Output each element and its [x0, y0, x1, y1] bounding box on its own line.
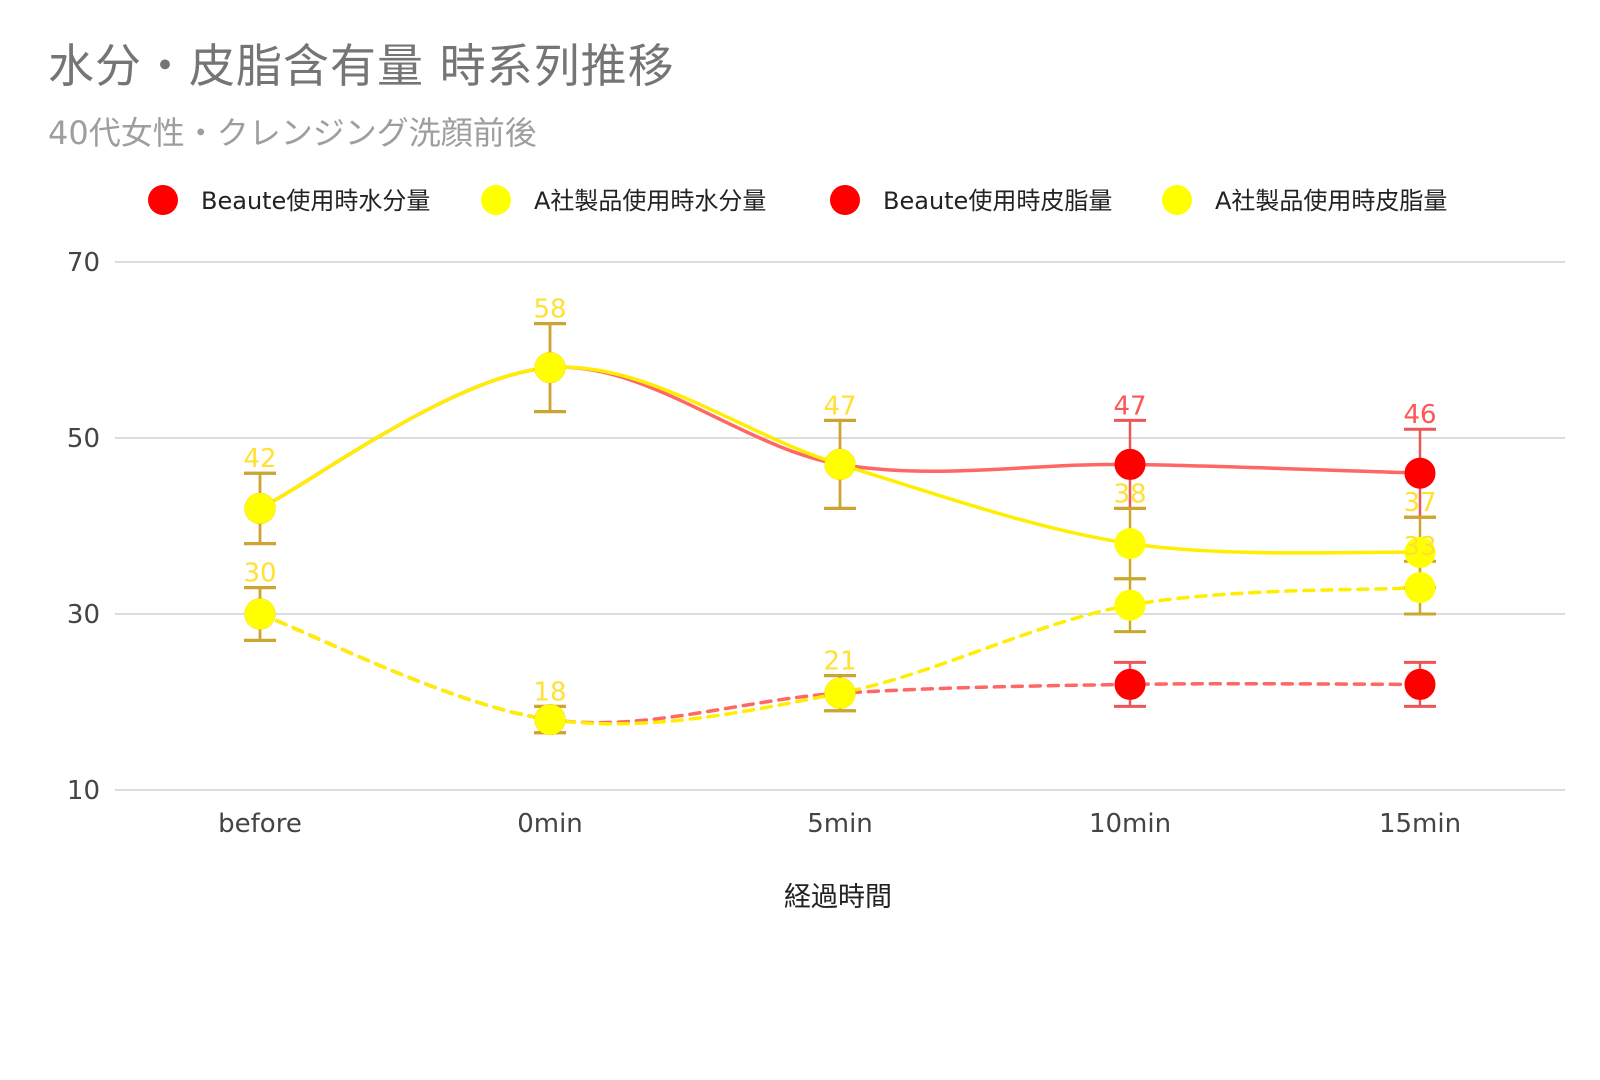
legend-item-1[interactable]: A社製品使用時水分量 [481, 185, 766, 215]
data-point [244, 598, 276, 630]
data-point [1404, 457, 1436, 489]
legend-marker [481, 185, 511, 215]
y-tick-label: 70 [67, 248, 100, 278]
data-point [1114, 528, 1146, 560]
data-label: 33 [1403, 532, 1436, 562]
legend-label: Beaute使用時水分量 [201, 187, 430, 215]
data-label: 37 [1403, 488, 1436, 518]
data-point [1404, 572, 1436, 604]
y-tick-label: 50 [67, 424, 100, 454]
data-point [534, 352, 566, 384]
x-tick-label: 10min [1089, 809, 1171, 839]
legend-marker [1162, 185, 1192, 215]
legend-label: A社製品使用時皮脂量 [1215, 187, 1447, 215]
x-axis-ticks: before 0min 5min 10min 15min [218, 809, 1461, 839]
data-point [1114, 668, 1146, 700]
data-label: 46 [1403, 400, 1436, 430]
x-axis-label: 経過時間 [784, 882, 892, 913]
data-point [1404, 668, 1436, 700]
data-label: 21 [823, 647, 856, 677]
data-point [824, 677, 856, 709]
data-label: 47 [823, 391, 856, 421]
data-label: 42 [243, 444, 276, 474]
data-label: 47 [1113, 391, 1146, 421]
legend: Beaute使用時水分量 A社製品使用時水分量 Beaute使用時皮脂量 A社製品使用… [148, 185, 1447, 215]
data-point [1114, 448, 1146, 480]
legend-item-3[interactable]: A社製品使用時皮脂量 [1162, 185, 1447, 215]
data-label: 38 [1113, 479, 1146, 509]
y-axis-ticks: 10 30 50 70 [67, 248, 100, 806]
legend-item-2[interactable]: Beaute使用時皮脂量 [830, 185, 1112, 215]
legend-label: Beaute使用時皮脂量 [883, 187, 1112, 215]
x-tick-label: 5min [807, 809, 873, 839]
data-point [1114, 589, 1146, 621]
data-label: 18 [533, 677, 566, 707]
x-tick-label: before [218, 809, 302, 839]
legend-item-0[interactable]: Beaute使用時水分量 [148, 185, 430, 215]
data-point [244, 492, 276, 524]
y-tick-label: 30 [67, 600, 100, 630]
data-point [1404, 536, 1436, 568]
data-points [244, 352, 1436, 736]
x-tick-label: 0min [517, 809, 583, 839]
chart-subtitle: 40代女性・クレンジング洗顔前後 [48, 114, 537, 152]
legend-marker [830, 185, 860, 215]
data-point [824, 448, 856, 480]
data-point [534, 704, 566, 736]
data-label: 58 [533, 295, 566, 325]
chart-title: 水分・皮脂含有量 時系列推移 [48, 39, 675, 93]
legend-label: A社製品使用時水分量 [534, 187, 766, 215]
data-labels: 47 46 42 58 47 38 37 30 18 21 33 [243, 295, 1436, 708]
y-tick-label: 10 [67, 776, 100, 806]
legend-marker [148, 185, 178, 215]
data-label: 30 [243, 559, 276, 589]
x-tick-label: 15min [1379, 809, 1461, 839]
